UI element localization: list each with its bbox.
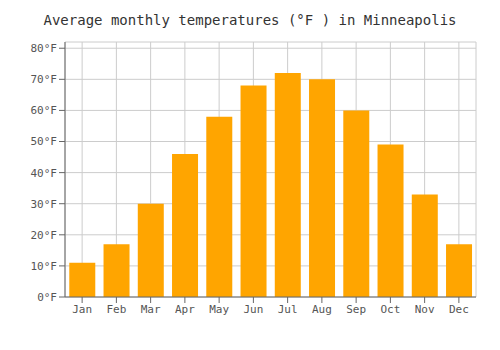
svg-text:60°F: 60°F <box>31 104 58 117</box>
svg-text:Feb: Feb <box>106 303 126 316</box>
svg-text:80°F: 80°F <box>31 42 58 55</box>
svg-text:May: May <box>209 303 229 316</box>
svg-text:10°F: 10°F <box>31 260 58 273</box>
svg-text:Apr: Apr <box>175 303 195 316</box>
svg-text:40°F: 40°F <box>31 167 58 180</box>
svg-text:Aug: Aug <box>312 303 332 316</box>
svg-text:Jan: Jan <box>72 303 92 316</box>
svg-text:Nov: Nov <box>415 303 435 316</box>
svg-text:Jun: Jun <box>243 303 263 316</box>
svg-text:Dec: Dec <box>449 303 469 316</box>
svg-text:70°F: 70°F <box>31 73 58 86</box>
svg-text:30°F: 30°F <box>31 198 58 211</box>
svg-text:Sep: Sep <box>346 303 366 316</box>
svg-text:Jul: Jul <box>278 303 298 316</box>
svg-text:20°F: 20°F <box>31 229 58 242</box>
svg-text:50°F: 50°F <box>31 135 58 148</box>
svg-text:0°F: 0°F <box>37 291 57 304</box>
html-text:Average monthly temperatures (: Average monthly temperatures (°F ) in Mi… <box>43 12 457 28</box>
svg-text:Oct: Oct <box>380 303 400 316</box>
svg-text:Mar: Mar <box>141 303 161 316</box>
